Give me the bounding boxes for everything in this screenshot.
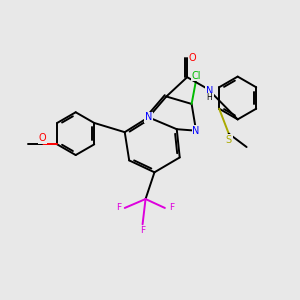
Text: O: O <box>189 53 196 63</box>
Text: F: F <box>116 203 121 212</box>
Text: H: H <box>207 94 212 103</box>
Text: F: F <box>169 203 174 212</box>
Text: S: S <box>226 135 232 145</box>
Text: N: N <box>145 112 152 122</box>
Text: N: N <box>206 86 213 96</box>
Text: O: O <box>38 133 46 143</box>
Text: Cl: Cl <box>192 71 201 81</box>
Text: F: F <box>140 226 145 235</box>
Text: N: N <box>192 126 200 136</box>
